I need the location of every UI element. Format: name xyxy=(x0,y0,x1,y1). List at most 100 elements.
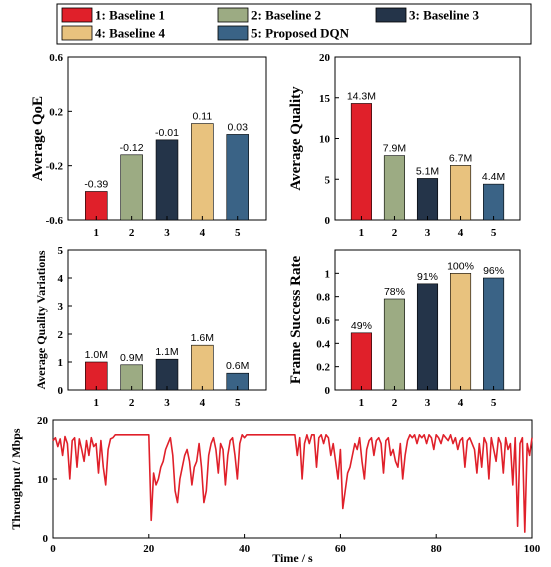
bar-3 xyxy=(155,139,179,221)
y-tick-label: 10 xyxy=(319,134,331,146)
legend-swatch-4 xyxy=(61,25,93,41)
x-tick-label: 3 xyxy=(425,397,431,409)
y-tick-label: 0.6 xyxy=(316,315,330,327)
x-tick-label: 1 xyxy=(359,227,365,239)
bar-4 xyxy=(449,165,472,221)
data-label-1: 14.3M xyxy=(347,90,376,102)
y-axis-label: Average Quality xyxy=(288,86,304,191)
y-tick-label: 0 xyxy=(43,533,49,545)
data-label-3: 91% xyxy=(417,271,438,283)
y-axis-label: Throughput / Mbps xyxy=(9,428,23,529)
y-tick-label: -0.6 xyxy=(46,215,64,227)
x-tick-label: 3 xyxy=(164,397,170,409)
y-axis-label: Average Quality Variations xyxy=(34,250,48,389)
x-tick-label: 80 xyxy=(431,543,443,555)
data-label-4: 1.6M xyxy=(191,332,214,344)
data-label-4: 0.11 xyxy=(193,111,213,123)
bar-1 xyxy=(350,332,372,391)
data-label-1: 49% xyxy=(351,320,372,332)
data-label-1: -0.39 xyxy=(84,178,108,190)
x-tick-label: 40 xyxy=(239,543,251,555)
legend-label-4: 4: Baseline 4 xyxy=(95,26,166,41)
legend-label-5: 5: Proposed DQN xyxy=(251,26,350,41)
y-tick-label: 5 xyxy=(58,245,64,257)
y-tick-label: 5 xyxy=(325,174,331,186)
data-label-3: 5.1M xyxy=(416,165,439,177)
y-tick-label: -0.2 xyxy=(46,161,64,173)
x-tick-label: 5 xyxy=(491,227,497,239)
y-tick-label: 1 xyxy=(58,357,64,369)
x-tick-label: 100 xyxy=(524,543,541,555)
y-tick-label: 0.2 xyxy=(49,106,63,118)
bar-5 xyxy=(226,134,249,221)
data-label-2: -0.12 xyxy=(120,142,144,154)
x-tick-label: 1 xyxy=(94,397,100,409)
bar-1 xyxy=(85,361,108,391)
legend-label-2: 2: Baseline 2 xyxy=(251,8,321,23)
x-tick-label: 20 xyxy=(143,543,155,555)
y-tick-label: 10 xyxy=(37,474,49,486)
x-tick-label: 60 xyxy=(335,543,347,555)
x-tick-label: 5 xyxy=(235,227,241,239)
y-tick-label: 4 xyxy=(58,273,64,285)
legend-swatch-2 xyxy=(217,7,249,23)
x-tick-label: 2 xyxy=(129,227,135,239)
data-label-3: -0.01 xyxy=(155,127,179,139)
y-tick-label: 20 xyxy=(319,52,331,64)
data-label-4: 6.7M xyxy=(449,152,472,164)
legend-box xyxy=(56,3,532,45)
panel-average-quality-variations: 0 1 2 3 4 5 1.0M 1 0.9M 2 1.1M 3 1.6M 4 0.6M 5 Average Q… xyxy=(34,245,267,409)
data-label-5: 0.03 xyxy=(227,121,248,133)
data-label-5: 0.6M xyxy=(226,360,249,372)
legend-label-1: 1: Baseline 1 xyxy=(95,8,165,23)
x-tick-label: 2 xyxy=(392,397,398,409)
bar-3 xyxy=(155,358,179,391)
data-label-2: 78% xyxy=(384,286,405,298)
bar-5 xyxy=(483,183,505,221)
axes-box xyxy=(52,419,533,539)
x-tick-label: 4 xyxy=(458,227,464,239)
x-tick-label: 4 xyxy=(200,227,206,239)
y-tick-label: 0 xyxy=(325,385,331,397)
x-axis-label: Time / s xyxy=(272,551,313,565)
bar-2 xyxy=(120,154,143,221)
data-label-4: 100% xyxy=(447,260,474,272)
y-tick-label: 3 xyxy=(58,301,64,313)
x-tick-label: 5 xyxy=(235,397,241,409)
y-tick-label: 0.6 xyxy=(49,52,63,64)
bar-1 xyxy=(350,103,372,221)
y-tick-label: 0 xyxy=(325,215,331,227)
data-label-5: 96% xyxy=(483,265,504,277)
throughput-series-line xyxy=(52,434,533,533)
x-tick-label: 2 xyxy=(392,227,398,239)
x-tick-label: 3 xyxy=(164,227,170,239)
y-tick-label: 0.8 xyxy=(316,292,330,304)
y-tick-label: 20 xyxy=(37,415,49,427)
y-axis-label: Average QoE xyxy=(30,96,46,181)
panel-frame-success-rate: 0 0.2 0.4 0.6 0.8 1 49% 1 78% 2 91% 3 100% 4 96% 5 Frame… xyxy=(288,249,521,409)
x-tick-label: 4 xyxy=(458,397,464,409)
y-tick-label: 0 xyxy=(58,385,64,397)
bar-2 xyxy=(383,298,406,391)
bar-1 xyxy=(85,191,108,221)
legend-swatch-5 xyxy=(217,25,249,41)
data-label-5: 4.4M xyxy=(482,171,505,183)
x-tick-label: 1 xyxy=(94,227,100,239)
y-tick-label: 1 xyxy=(325,268,331,280)
y-tick-label: 0.4 xyxy=(316,338,330,350)
legend-swatch-3 xyxy=(375,7,407,23)
bar-4 xyxy=(191,123,214,221)
x-tick-label: 2 xyxy=(129,397,135,409)
bar-4 xyxy=(191,344,214,391)
x-tick-label: 3 xyxy=(425,227,431,239)
data-label-2: 7.9M xyxy=(383,143,406,155)
x-tick-label: 4 xyxy=(200,397,206,409)
panel-average-quality: 0 5 10 15 20 14.3M 1 7.9M 2 5.1M 3 6.7M 4 4.4M 5 Averag… xyxy=(288,52,521,239)
legend-swatch-1 xyxy=(61,7,93,23)
legend: 1: Baseline 1 2: Baseline 2 3: Baseline 3 4… xyxy=(56,3,532,45)
y-tick-label: 0.2 xyxy=(316,362,330,374)
bar-2 xyxy=(383,155,406,221)
bar-5 xyxy=(483,277,505,391)
y-axis-label: Frame Success Rate xyxy=(288,256,304,385)
